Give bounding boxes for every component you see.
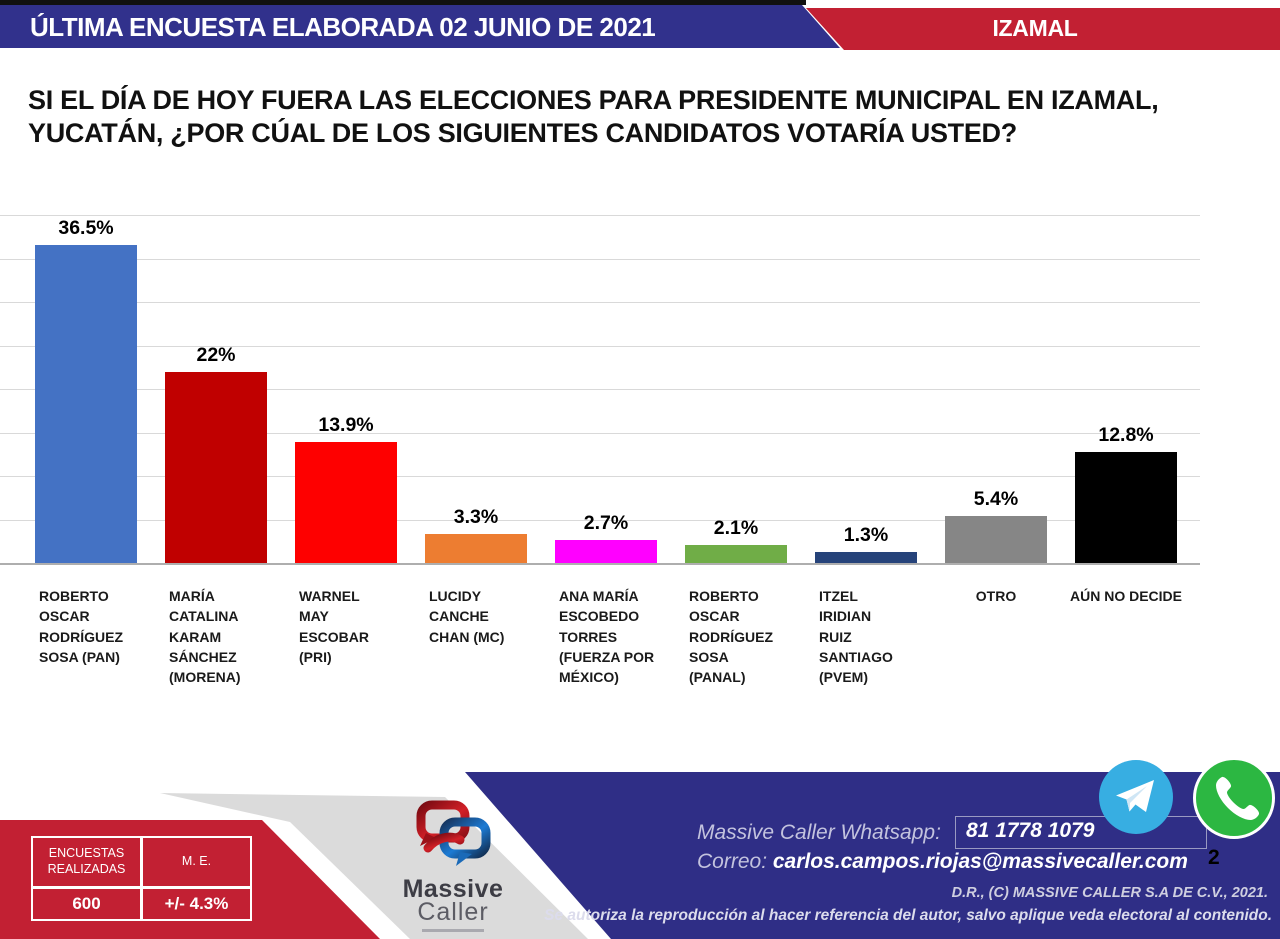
chart-bar bbox=[35, 245, 137, 563]
chart-bar bbox=[945, 516, 1047, 563]
whatsapp-number[interactable]: 81 1778 1079 bbox=[955, 816, 1207, 849]
bar-category-label: MARÍA CATALINA KARAM SÁNCHEZ (MORENA) bbox=[169, 588, 241, 686]
bar-value-label: 2.7% bbox=[583, 512, 629, 534]
bar-category-label: AÚN NO DECIDE bbox=[1069, 588, 1182, 604]
table-value-margin-error: +/- 4.3% bbox=[141, 887, 252, 921]
survey-stats-table: ENCUESTAS REALIZADAS M. E. 600 +/- 4.3% bbox=[31, 836, 252, 921]
chart-bar bbox=[295, 442, 397, 563]
bar-value-label: 2.1% bbox=[713, 517, 759, 539]
chart-bar bbox=[425, 534, 527, 563]
bar-category-label: ITZEL IRIDIAN RUIZ SANTIAGO (PVEM) bbox=[819, 588, 893, 686]
bar-value-label: 36.5% bbox=[58, 217, 114, 239]
email-address[interactable]: carlos.campos.riojas@massivecaller.com bbox=[772, 850, 1188, 873]
logo-brand-bottom: Caller bbox=[417, 898, 489, 926]
slide-number: 2 bbox=[1208, 846, 1220, 869]
chart-bar bbox=[1075, 452, 1177, 563]
chart-bar bbox=[815, 552, 917, 563]
bar-value-label: 13.9% bbox=[318, 414, 374, 436]
header-red-band bbox=[806, 8, 1280, 50]
table-header-encuestas: ENCUESTAS REALIZADAS bbox=[31, 836, 142, 888]
logo-tagline-line bbox=[422, 929, 484, 932]
bar-value-label: 22% bbox=[196, 344, 236, 366]
speech-bubbles-icon bbox=[416, 800, 491, 866]
bar-value-label: 3.3% bbox=[453, 506, 499, 528]
gridline bbox=[0, 432, 1200, 434]
table-value-sample-size: 600 bbox=[31, 887, 142, 921]
gridline bbox=[0, 302, 1200, 303]
bar-value-label: 12.8% bbox=[1098, 424, 1154, 446]
chart-bar bbox=[165, 372, 267, 563]
header-survey-date: ÚLTIMA ENCUESTA ELABORADA 02 JUNIO DE 20… bbox=[30, 12, 656, 42]
massive-caller-logo: Massive Caller bbox=[388, 800, 518, 932]
bar-value-label: 5.4% bbox=[973, 488, 1019, 510]
bar-category-label: ROBERTO OSCAR RODRÍGUEZ SOSA (PAN) bbox=[39, 588, 123, 665]
gridline bbox=[0, 215, 1200, 216]
header-top-black-strip bbox=[0, 0, 806, 5]
bar-category-label: ANA MARÍA ESCOBEDO TORRES (FUERZA POR MÉ… bbox=[559, 588, 655, 686]
x-axis-line bbox=[0, 563, 1200, 565]
telegram-icon[interactable] bbox=[1099, 760, 1173, 834]
header-municipality: IZAMAL bbox=[992, 15, 1078, 41]
bar-category-label: LUCIDY CANCHE CHAN (MC) bbox=[429, 588, 505, 645]
bar-category-label: WARNEL MAY ESCOBAR (PRI) bbox=[299, 588, 370, 665]
email-label: Correo: bbox=[697, 850, 768, 873]
gridline bbox=[0, 389, 1200, 390]
copyright-line: D.R., (C) MASSIVE CALLER S.A DE C.V., 20… bbox=[951, 885, 1268, 901]
bar-category-label: ROBERTO OSCAR RODRÍGUEZ SOSA (PANAL) bbox=[689, 588, 773, 686]
table-header-me: M. E. bbox=[141, 836, 252, 888]
gridline bbox=[0, 345, 1200, 347]
logo-brand-top: Massive bbox=[402, 875, 504, 903]
email-line: Correo: carlos.campos.riojas@massivecall… bbox=[697, 850, 1188, 874]
gridline bbox=[0, 476, 1200, 477]
gridline bbox=[0, 519, 1200, 521]
bar-value-label: 1.3% bbox=[843, 524, 889, 546]
whatsapp-icon[interactable] bbox=[1193, 757, 1275, 839]
gridline bbox=[0, 258, 1200, 260]
whatsapp-label: Massive Caller Whatsapp: bbox=[697, 821, 941, 844]
chart-bar bbox=[685, 545, 787, 563]
bar-category-label: OTRO bbox=[975, 588, 1017, 604]
question-title: SI EL DÍA DE HOY FUERA LAS ELECCIONES PA… bbox=[28, 85, 1159, 149]
reproduction-notice: Se autoriza la reproducción al hacer ref… bbox=[544, 907, 1272, 924]
chart-bar bbox=[555, 540, 657, 563]
header-blue-band bbox=[0, 5, 840, 48]
